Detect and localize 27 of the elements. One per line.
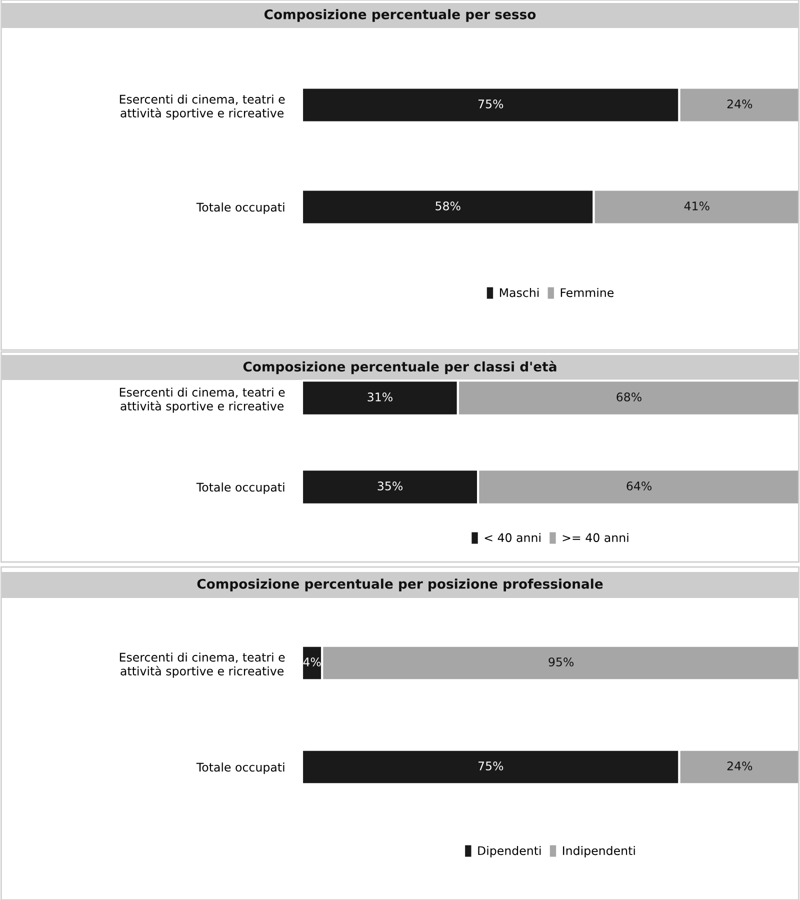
legend-label: Indipendenti [563,846,635,858]
data-label: 31% [368,392,392,402]
data-label: 68% [616,392,642,402]
y-tick-label: Esercenti di cinema, teatri e attività sportive e ricreative [120,652,285,678]
data-label: 75% [478,99,504,108]
text: Composizione percentuale per posizione professionale [197,578,603,592]
y-tick-label: Totale occupati [196,482,284,494]
data-label: 95% [548,657,574,666]
chart-title: Composizione percentuale per sesso [264,9,536,22]
y-tick-label: Esercenti di cinema, teatri e attività sportive e ricreative [120,94,285,120]
data-label: 24% [727,761,752,770]
legend-label: Femmine [560,288,614,298]
data-label: 75% [478,761,504,770]
y-tick-label: Totale occupati [196,202,284,214]
data-label: 58% [436,201,460,210]
text: Composizione percentuale per classi d'età [243,360,556,374]
data-label: 41% [684,201,710,210]
legend-label: Maschi [500,288,539,298]
legend-label: Dipendenti [478,846,541,858]
data-label: 35% [378,481,402,490]
y-tick-label: Esercenti di cinema, teatri e attività sportive e ricreative [120,388,285,413]
data-label: 4% [303,657,321,666]
legend-label: < 40 anni [484,532,540,542]
legend-label: >= 40 anni [562,532,628,542]
data-label: 24% [727,99,752,108]
y-tick-label: Totale occupati [196,762,284,774]
data-label: 64% [626,481,652,490]
